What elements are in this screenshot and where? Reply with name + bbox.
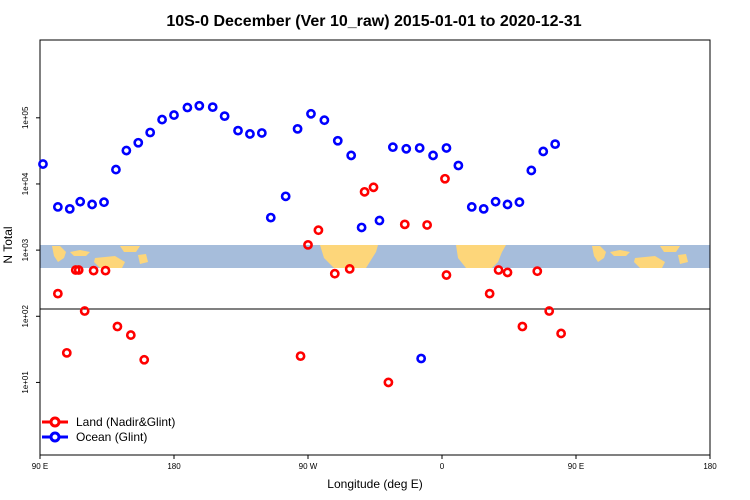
land-data-point xyxy=(112,321,123,332)
land-data-point xyxy=(79,306,90,316)
y-tick-label: 1e+05 xyxy=(21,106,30,129)
ocean-data-point xyxy=(121,145,132,156)
ocean-data-point xyxy=(416,353,427,364)
ocean-data-point xyxy=(453,160,464,171)
ocean-data-point xyxy=(306,108,316,119)
ocean-data-point xyxy=(233,125,243,136)
ocean-data-point xyxy=(356,222,367,233)
land-data-point xyxy=(295,351,306,362)
data-points xyxy=(38,100,567,388)
ocean-data-point xyxy=(145,127,156,138)
land-data-point xyxy=(422,220,433,230)
x-tick-label: 90 W xyxy=(299,462,318,471)
land-data-point xyxy=(532,266,543,277)
ocean-data-point xyxy=(346,150,357,161)
y-tick-label: 1e+01 xyxy=(21,371,30,394)
x-tick-label: 180 xyxy=(703,462,717,471)
land-data-point xyxy=(61,347,72,358)
ocean-data-point xyxy=(292,123,303,134)
ocean-data-point xyxy=(207,102,218,113)
ocean-data-point xyxy=(87,199,98,210)
legend: Land (Nadir&Glint) Ocean (Glint) xyxy=(42,415,175,444)
ocean-data-point xyxy=(245,129,255,139)
ocean-data-point xyxy=(256,128,267,138)
ocean-data-point xyxy=(428,150,438,161)
land-data-point xyxy=(344,264,355,274)
x-tick-label: 90 E xyxy=(568,462,584,471)
ocean-data-point xyxy=(182,102,193,113)
ocean-data-point xyxy=(64,203,75,214)
ocean-data-point xyxy=(157,114,167,125)
ocean-data-point xyxy=(466,202,477,212)
land-data-point xyxy=(484,288,495,299)
land-data-point xyxy=(502,267,513,278)
ocean-data-point xyxy=(219,111,230,122)
x-axis: 90 E 180 90 W 0 90 E 180 xyxy=(32,455,717,471)
ocean-data-point xyxy=(111,164,121,175)
legend-item-land: Land (Nadir&Glint) xyxy=(42,415,175,429)
land-data-point xyxy=(100,265,111,276)
ocean-data-point xyxy=(52,202,63,212)
chart-title: 10S-0 December (Ver 10_raw) 2015-01-01 t… xyxy=(166,13,581,30)
ocean-data-point xyxy=(441,143,452,153)
ocean-data-point xyxy=(319,115,330,126)
ocean-data-point xyxy=(401,143,412,154)
legend-label-land: Land (Nadir&Glint) xyxy=(76,415,175,429)
land-data-point xyxy=(368,182,379,193)
ocean-data-point xyxy=(490,196,501,207)
plot-frame xyxy=(39,39,711,456)
ocean-data-point xyxy=(332,135,343,146)
land-data-point xyxy=(399,219,410,230)
ocean-data-point xyxy=(194,100,205,111)
y-tick-label: 1e+02 xyxy=(21,304,30,327)
land-data-point xyxy=(303,239,313,250)
ocean-data-point xyxy=(38,159,48,169)
ocean-data-point xyxy=(550,139,561,150)
x-tick-label: 180 xyxy=(167,462,181,471)
y-axis-label: N Total xyxy=(1,226,15,263)
land-data-point xyxy=(329,268,340,279)
land-data-point xyxy=(88,265,99,276)
land-data-point xyxy=(440,173,450,184)
land-data-point xyxy=(493,265,504,275)
ocean-data-point xyxy=(169,110,179,120)
land-data-point xyxy=(73,265,84,275)
y-tick-label: 1e+04 xyxy=(21,172,30,195)
land-data-point xyxy=(313,225,324,236)
land-data-point xyxy=(52,288,63,299)
ocean-data-point xyxy=(280,191,291,202)
ocean-data-point xyxy=(526,165,537,176)
x-tick-label: 0 xyxy=(440,462,445,471)
land-data-point xyxy=(383,377,394,388)
land-data-point xyxy=(544,306,555,316)
land-data-point xyxy=(441,270,452,280)
ocean-data-point xyxy=(265,212,276,223)
ocean-data-point xyxy=(514,197,525,208)
ocean-data-point xyxy=(133,137,144,148)
world-map-strip xyxy=(40,245,710,268)
ocean-data-point xyxy=(75,196,86,207)
ocean-data-point xyxy=(502,199,513,210)
ocean-data-point xyxy=(538,146,549,157)
legend-item-ocean: Ocean (Glint) xyxy=(42,430,147,444)
land-data-point xyxy=(556,328,567,339)
y-axis: 1e+01 1e+02 1e+03 1e+04 1e+05 xyxy=(21,106,40,394)
land-data-point xyxy=(359,186,370,197)
ocean-data-point xyxy=(387,142,398,153)
land-data-point xyxy=(139,354,150,365)
legend-label-ocean: Ocean (Glint) xyxy=(76,430,147,444)
y-tick-label: 1e+03 xyxy=(21,238,30,261)
x-axis-label: Longitude (deg E) xyxy=(327,477,422,491)
x-tick-label: 90 E xyxy=(32,462,48,471)
ocean-data-point xyxy=(478,203,489,214)
ocean-data-point xyxy=(374,215,385,226)
ocean-data-point xyxy=(99,197,109,208)
ocean-data-point xyxy=(414,143,425,153)
land-data-point xyxy=(125,330,136,340)
land-data-point xyxy=(517,321,528,332)
